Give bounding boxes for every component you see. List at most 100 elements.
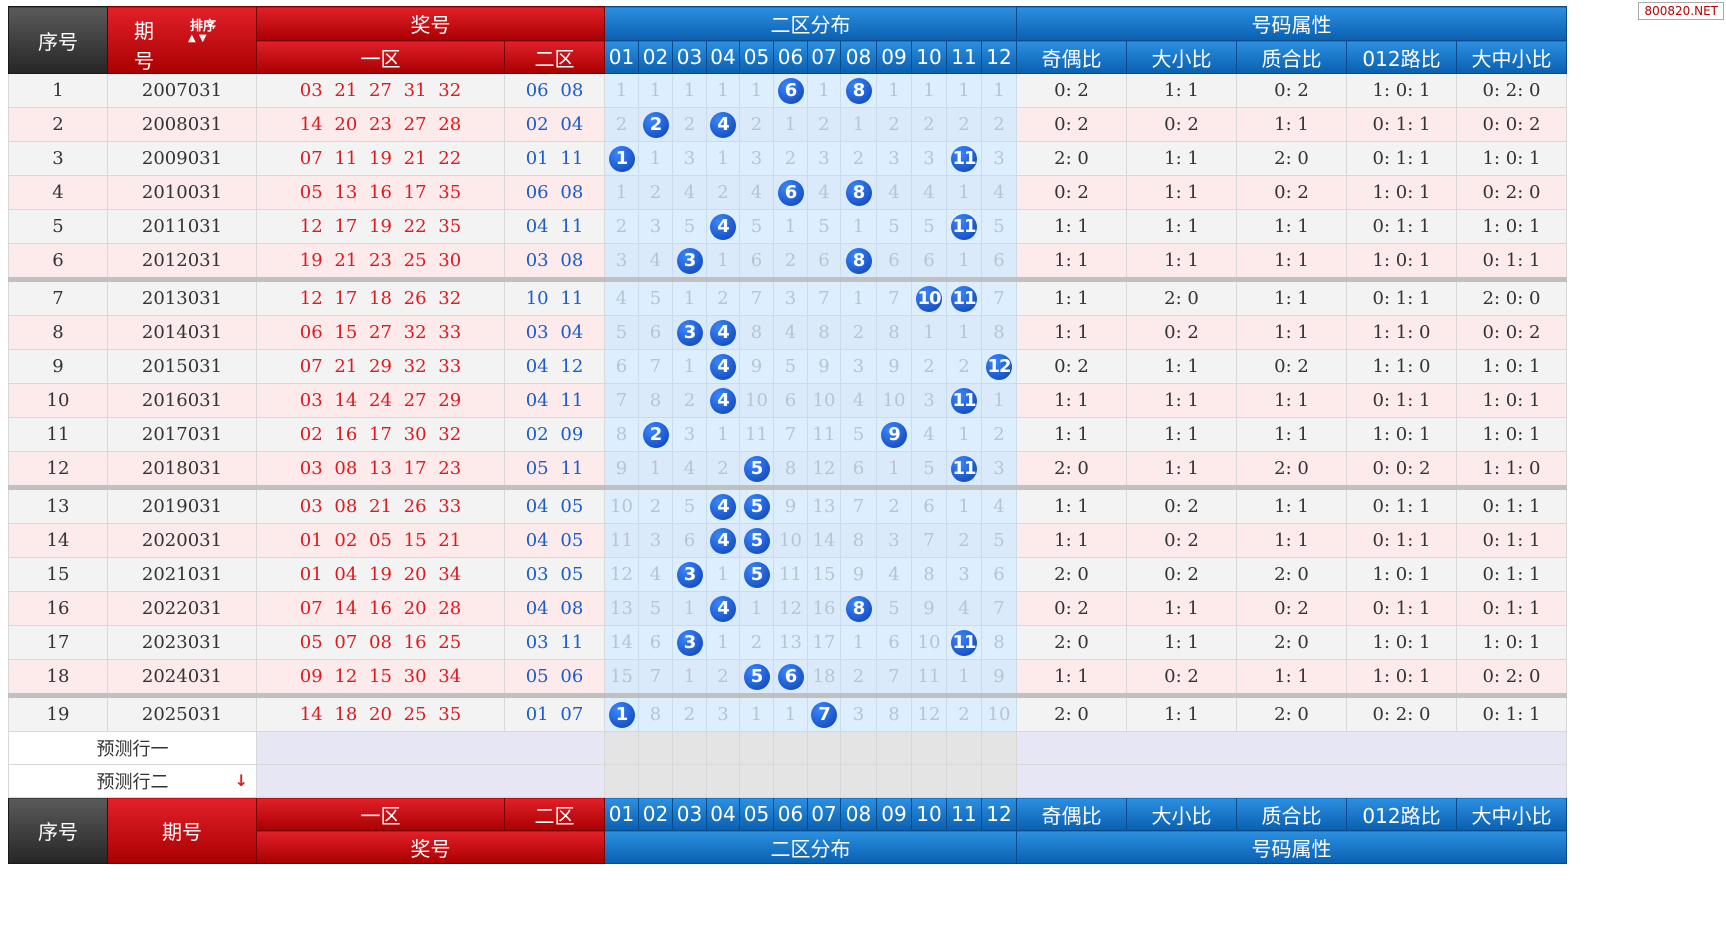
- predict-row: 预测行二 ↓: [8, 764, 1567, 798]
- hit-ball: 5: [743, 455, 770, 482]
- attr-cell: 0: 1: 1: [1456, 523, 1567, 558]
- attr-cell: 1: 0: 1: [1346, 243, 1457, 280]
- dist-cell: 8: [739, 315, 774, 350]
- footer-dist-col-12: 12: [981, 797, 1017, 831]
- footer-dist-col-06: 06: [773, 797, 808, 831]
- dist-cell: 4: [946, 591, 982, 626]
- predict-dist-cell[interactable]: [911, 731, 947, 765]
- predict-dist-cell[interactable]: [946, 764, 982, 798]
- table-row: 4 2010031 05 13 16 17 35 06 08 1 2 4 2 4 6 4 8 4 4 1 4 0…: [8, 175, 1567, 210]
- dist-cell: 1: [981, 383, 1017, 418]
- predict-dist-cell[interactable]: [773, 731, 808, 765]
- attr-cell: 0: 2: [1126, 485, 1237, 524]
- dist-cell: 5: [638, 277, 673, 316]
- row-zone2-numbers: 10 11: [504, 277, 605, 316]
- dist-cell: 1: [706, 243, 740, 280]
- predict-dist-cell[interactable]: [638, 764, 673, 798]
- row-period: 2019031: [107, 485, 257, 524]
- predict-dist-cell[interactable]: [840, 764, 877, 798]
- predict-dist-cell[interactable]: [604, 731, 639, 765]
- dist-cell: 4: [807, 175, 841, 210]
- attr-cell: 1: 1: [1236, 383, 1347, 418]
- down-arrow-icon[interactable]: ↓: [234, 771, 248, 790]
- predict-dist-cell[interactable]: [876, 731, 912, 765]
- dist-cell: 6: [773, 659, 808, 696]
- dist-col-header-09: 09: [876, 40, 912, 74]
- row-zone2-numbers: 05 06: [504, 659, 605, 696]
- row-zone1-numbers: 03 08 13 17 23: [256, 451, 505, 488]
- dist-cell: 2: [946, 693, 982, 732]
- dist-cell: 4: [981, 175, 1017, 210]
- dist-cell: 10: [981, 693, 1017, 732]
- attr-cell: 0: 2: [1126, 557, 1237, 592]
- predict-dist-cell[interactable]: [946, 731, 982, 765]
- row-seq: 4: [8, 175, 108, 210]
- attr-cell: 1: 1: [1126, 383, 1237, 418]
- attr-cell: 1: 0: 1: [1346, 659, 1457, 696]
- predict-zone-cell[interactable]: [256, 731, 605, 765]
- predict-dist-cell[interactable]: [773, 764, 808, 798]
- attr-cell: 0: 1: 1: [1456, 591, 1567, 626]
- predict-dist-cell[interactable]: [876, 764, 912, 798]
- predict-dist-cell[interactable]: [807, 731, 841, 765]
- dist-cell: 12: [773, 591, 808, 626]
- dist-cell: 1: [773, 107, 808, 142]
- dist-cell: 1: [604, 693, 639, 732]
- sort-arrows-icon[interactable]: ▲ ▼: [188, 33, 207, 44]
- dist-cell: 1: [840, 107, 877, 142]
- period-header[interactable]: 期 号 排序 ▲ ▼: [107, 6, 257, 74]
- attr-cell: 1: 1: [1016, 383, 1127, 418]
- hit-ball: 3: [676, 561, 703, 588]
- dist-cell: 1: [672, 659, 707, 696]
- row-zone1-numbers: 12 17 19 22 35: [256, 209, 505, 244]
- predict-zone-cell[interactable]: [256, 764, 605, 798]
- dist-cell: 3: [911, 383, 947, 418]
- attr-cell: 0: 1: 1: [1346, 383, 1457, 418]
- hit-ball: 7: [811, 701, 837, 728]
- footer-prize-header: 奖号: [256, 830, 605, 864]
- predict-dist-cell[interactable]: [739, 764, 774, 798]
- predict-dist-cell[interactable]: [807, 764, 841, 798]
- dist-cell: 2: [911, 107, 947, 142]
- dist-cell: 4: [876, 557, 912, 592]
- dist-cell: 8: [981, 625, 1017, 660]
- dist-cell: 4: [672, 175, 707, 210]
- table-row: 16 2022031 07 14 16 20 28 04 08 13 5 1 4 1 12 16 8 5…: [8, 591, 1567, 626]
- row-zone1-numbers: 12 17 18 26 32: [256, 277, 505, 316]
- predict-dist-cell[interactable]: [638, 731, 673, 765]
- predict-dist-cell[interactable]: [706, 731, 740, 765]
- dist-cell: 2: [739, 625, 774, 660]
- attr-cell: 1: 0: 1: [1456, 625, 1567, 660]
- attr-cell: 0: 1: 1: [1346, 591, 1457, 626]
- predict-dist-cell[interactable]: [604, 764, 639, 798]
- dist-cell: 13: [807, 485, 841, 524]
- predict-dist-cell[interactable]: [981, 731, 1017, 765]
- dist-cell: 9: [911, 591, 947, 626]
- dist-cell: 1: [946, 315, 982, 350]
- attr-cell: 1: 1: [1016, 485, 1127, 524]
- predict-dist-cell[interactable]: [911, 764, 947, 798]
- dist-cell: 1: [911, 73, 947, 108]
- row-zone2-numbers: 03 11: [504, 625, 605, 660]
- footer-row-1: 序号 期号 一区 二区 01 02 03 04 05 06 07 08 09 10 11 12 奇偶比 大小比 质合…: [8, 797, 1567, 864]
- predict-dist-cell[interactable]: [706, 764, 740, 798]
- sort-button[interactable]: 排序: [190, 19, 217, 34]
- zone2-header: 二区: [504, 40, 605, 74]
- attr-cell: 1: 0: 1: [1456, 141, 1567, 176]
- attr-cell: 0: 2: [1236, 349, 1347, 384]
- predict-dist-cell[interactable]: [840, 731, 877, 765]
- predict-dist-cell[interactable]: [672, 731, 707, 765]
- footer-zone1-header: 一区: [256, 797, 505, 831]
- attr-cell: 1: 1: [1236, 209, 1347, 244]
- table-row: 13 2019031 03 08 21 26 33 04 05 10 2 5 4 5 9 13 7 2 6…: [8, 485, 1567, 524]
- predict-dist-cell[interactable]: [672, 764, 707, 798]
- attr-cell: 2: 0: [1236, 557, 1347, 592]
- predict-dist-cell[interactable]: [981, 764, 1017, 798]
- dist-cell: 4: [638, 243, 673, 280]
- attr-cell: 0: 1: 1: [1346, 523, 1457, 558]
- hit-ball: 3: [676, 247, 703, 274]
- dist-cell: 12: [807, 451, 841, 488]
- dist-cell: 9: [840, 557, 877, 592]
- predict-dist-cell[interactable]: [739, 731, 774, 765]
- hit-ball: 6: [777, 663, 804, 690]
